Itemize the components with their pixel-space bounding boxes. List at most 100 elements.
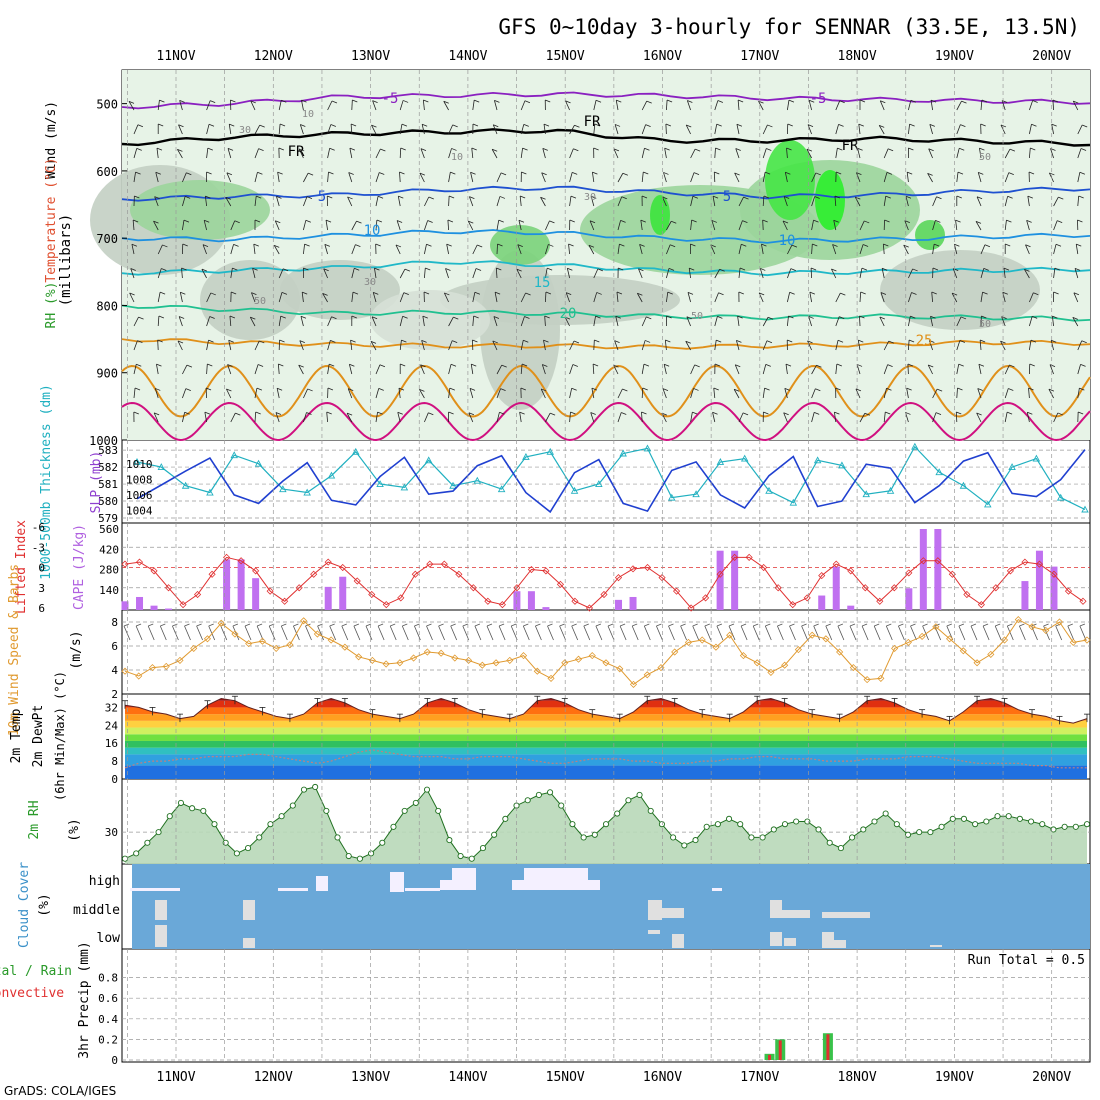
wind-barb [206,340,209,351]
wind-barb-flag [837,147,843,151]
wind-speed-point [836,648,844,656]
rh-point [714,821,721,828]
wind-barb [1077,340,1083,351]
wind-barb-flag [275,412,282,415]
wind-barb [348,172,353,183]
contour-label: 50 [979,319,991,330]
wind-barb [424,244,427,255]
wind-barb [787,292,791,303]
wind-barb-flag [377,411,383,415]
y-tick-pressure: 1000 [89,434,118,448]
wind-barb [472,268,477,279]
wind-barb [666,244,671,255]
wind-speed-point [1000,636,1009,644]
wind-barb-flag [305,219,311,223]
wind-barb-flag [230,99,236,103]
wind-barb [690,412,693,423]
surface-wind-flag [801,623,807,627]
wind-barb-flag [595,315,601,319]
wind-barb-flag [373,292,379,295]
wind-barb [545,244,549,255]
wind-barb [493,316,498,327]
surface-wind-barb [668,625,675,641]
wind-barb-flag [864,220,870,224]
lifted-index-point [1006,567,1014,575]
wind-barb [855,388,861,399]
y-tick-cape: 280 [99,564,119,577]
wind-barb-flag [377,195,384,199]
surface-wind-barb [619,625,627,641]
thickness-point [740,454,749,462]
wind-barb [976,412,982,423]
rh-point [860,826,867,833]
rh-point [1005,813,1012,820]
wind-speed-point [533,667,541,675]
rh-point [960,815,968,822]
wind-barb-flag [758,100,764,104]
wind-barb [206,292,212,303]
wind-barb [254,364,259,375]
slp-line [136,449,1086,514]
wind-barb-flag [763,195,770,199]
wind-barb [446,244,449,255]
wind-barb-flag [350,123,357,127]
wind-barb-flag [903,244,909,248]
surface-wind-barb [801,625,808,641]
y-tick-li: 0 [38,562,45,575]
wind-barb-flag [324,244,330,247]
wind-barb [419,389,425,399]
wind-barb-flag [692,411,698,415]
wind-barb [859,220,865,231]
wind-barb [254,196,257,207]
wind-barb-flag [327,387,334,391]
lifted-index-point [600,590,608,599]
wind-barb [641,316,647,327]
wind-barb [470,172,474,183]
wind-barb [1029,316,1033,327]
surface-wind-barb [438,625,445,641]
wind-barb [448,195,450,207]
surface-wind-barb [426,625,433,641]
wind-barb [737,100,740,111]
wind-barb-flag [517,244,523,247]
wind-barb-flag [928,148,934,152]
wind-barb-flag [229,315,236,319]
surface-wind-flag [438,623,444,627]
wind-barb-flag [227,364,233,367]
surface-wind-barb [656,625,663,641]
wind-barb [206,100,211,111]
wind-barb-flag [256,387,263,391]
cloud-block [524,868,588,890]
wind-barb-flag [450,363,457,367]
wind-barb [810,267,812,279]
surface-wind-flag [353,623,360,627]
wind-barb-flag [1077,219,1083,223]
wind-barb [714,292,719,303]
wind-barb-flag [760,268,766,271]
wind-barb-flag [234,220,240,224]
cloud-block [834,940,846,948]
wind-barb-flag [395,244,402,248]
wind-barb [327,340,331,351]
wind-barb [324,244,328,255]
wind-barb-flag [154,196,160,200]
lifted-index-point [774,584,782,592]
wind-barb-flag [958,363,964,367]
thickness-point [327,471,336,479]
rh-point [972,821,979,828]
wind-barb-flag [927,172,933,176]
wind-barb-flag [879,316,885,320]
lifted-index-point [643,563,652,572]
wind-barb [131,244,135,255]
wind-barb [1027,196,1030,207]
wind-barb-flag [979,147,985,151]
cloud-block [672,934,684,948]
wind-barb-flag [1052,315,1058,319]
wind-barb-flag [136,363,142,367]
cape-bar [934,529,942,610]
wind-barb [615,100,619,111]
wind-barb-flag [376,219,383,223]
y-tick-precip: 0.6 [98,992,118,1005]
wind-barb [932,388,938,399]
